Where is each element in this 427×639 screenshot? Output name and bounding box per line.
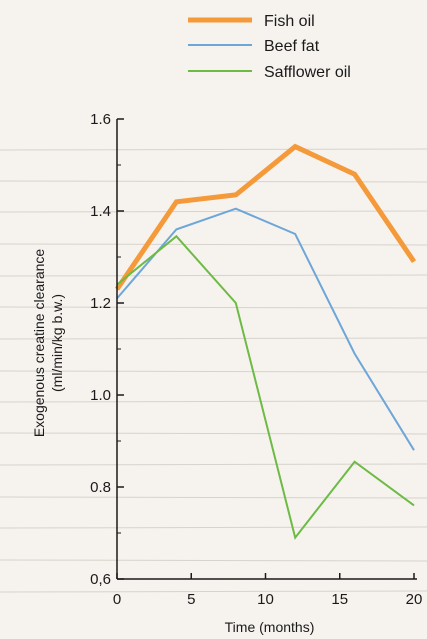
background-rule-line xyxy=(0,243,427,246)
plot-area xyxy=(114,143,417,540)
legend: Fish oil Beef fat Safflower oil xyxy=(188,13,351,81)
series-line xyxy=(116,234,415,540)
background-rule-line xyxy=(0,432,427,435)
y-tick-label: 0,6 xyxy=(90,571,111,588)
y-axis-title: Exogenous creatine clearance xyxy=(31,249,47,438)
background-rule-line xyxy=(0,370,427,373)
background-rule-line xyxy=(0,559,427,562)
y-tick-label: 1.4 xyxy=(90,203,111,220)
background-rule-line xyxy=(0,274,427,277)
background-rule-line xyxy=(0,180,427,183)
background-rules xyxy=(0,148,427,593)
series-line xyxy=(116,207,415,451)
background-rule-line xyxy=(0,210,427,213)
x-axis-title: Time (months) xyxy=(225,619,315,635)
y-tick-label: 0.8 xyxy=(90,479,111,496)
y-tick-label: 1.2 xyxy=(90,295,111,312)
background-rule-line xyxy=(0,306,427,309)
y-axis-unit: (ml/min/kg b.w.) xyxy=(49,294,65,392)
background-rule-line xyxy=(0,148,427,151)
y-tick-label: 1.0 xyxy=(90,387,111,404)
x-tick-label: 0 xyxy=(113,591,121,608)
background-rule-line xyxy=(0,590,427,593)
x-tick-label: 5 xyxy=(187,591,195,608)
background-rule-line xyxy=(0,526,427,529)
legend-label: Fish oil xyxy=(264,13,315,30)
x-tick-label: 15 xyxy=(331,591,348,608)
x-tick-label: 10 xyxy=(257,591,274,608)
background-rule-line xyxy=(0,496,427,499)
y-tick-label: 1.6 xyxy=(90,111,111,128)
legend-label: Beef fat xyxy=(264,38,320,55)
axes: 0,6 0.8 1.0 1.2 1.4 1.6 0 5 10 15 20 Time (months) E… xyxy=(31,111,422,635)
series-line xyxy=(114,143,417,291)
background-rule-line xyxy=(0,337,427,340)
background-rule-line xyxy=(0,400,427,403)
x-tick-label: 20 xyxy=(406,591,423,608)
legend-label: Safflower oil xyxy=(264,64,351,81)
background-rule-line xyxy=(0,463,427,466)
